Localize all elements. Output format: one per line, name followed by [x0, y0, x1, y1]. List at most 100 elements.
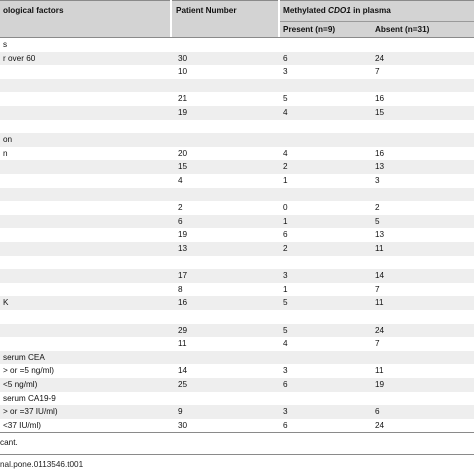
- table-row: [0, 310, 474, 324]
- cell-absent: 24: [375, 325, 385, 335]
- cell-patient-number: 2: [178, 203, 183, 213]
- cell-patient-number: 15: [178, 162, 188, 172]
- cell-patient-number: 20: [178, 148, 188, 158]
- cell-present: 4: [283, 339, 288, 349]
- header-separator: [278, 0, 280, 37]
- cell-present: 6: [283, 53, 288, 63]
- table-row: 19 4 15: [0, 106, 474, 120]
- table-row: K 16 5 11: [0, 296, 474, 310]
- cell-factor: n: [3, 148, 8, 158]
- cell-factor: s: [3, 40, 8, 49]
- cell-present: 4: [283, 108, 288, 117]
- cell-present: 3: [283, 407, 288, 417]
- header-separator: [170, 0, 172, 37]
- cell-patient-number: 16: [178, 298, 188, 308]
- cell-factor: r over 60: [3, 53, 36, 63]
- cell-patient-number: 10: [178, 67, 188, 77]
- cell-absent: 15: [375, 108, 385, 117]
- cell-present: 0: [283, 203, 288, 213]
- cell-present: 2: [283, 244, 288, 253]
- table-row: n 20 4 16: [0, 147, 474, 161]
- cell-patient-number: 14: [178, 366, 188, 376]
- table-row: [0, 256, 474, 270]
- cell-present: 1: [283, 216, 288, 226]
- header-absent: Absent (n=31): [375, 25, 430, 34]
- table-row: 4 1 3: [0, 174, 474, 188]
- cell-present: 4: [283, 148, 288, 158]
- table-row: 29 5 24: [0, 323, 474, 338]
- cell-factor: K: [3, 298, 9, 308]
- cell-patient-number: 19: [178, 230, 188, 240]
- table-row: <37 IU/ml) 30 6 24: [0, 419, 474, 433]
- cell-present: 6: [283, 420, 288, 430]
- cell-factor: serum CA19-9: [3, 393, 56, 403]
- table-header-row: [0, 0, 474, 23]
- cell-absent: 14: [375, 271, 385, 281]
- cell-factor: > or =37 IU/ml): [3, 407, 58, 417]
- cell-absent: 24: [375, 420, 385, 430]
- cell-absent: 11: [375, 366, 384, 376]
- cell-factor: > or =5 ng/ml): [3, 366, 54, 376]
- cell-absent: 7: [375, 284, 380, 294]
- header-present: Present (n=9): [283, 25, 336, 34]
- cell-absent: 11: [375, 298, 384, 308]
- cell-patient-number: 29: [178, 325, 188, 335]
- table-row: 21 5 16: [0, 92, 474, 106]
- cell-absent: 19: [375, 380, 385, 389]
- header-methylated: Methylated CDO1 in plasma: [283, 6, 391, 15]
- table-row: > or =5 ng/ml) 14 3 11: [0, 364, 474, 378]
- table-row: 10 3 7: [0, 65, 474, 79]
- header-methylated-prefix: Methylated: [283, 6, 329, 15]
- table-footnote: cant.: [0, 438, 18, 447]
- table-row: [0, 120, 474, 134]
- cell-factor: <37 IU/ml): [3, 420, 41, 430]
- cell-patient-number: 30: [178, 420, 188, 430]
- cell-patient-number: 6: [178, 216, 183, 226]
- header-factor: ological factors: [3, 6, 64, 15]
- table-row: 19 6 13: [0, 228, 474, 242]
- table-row: [0, 78, 474, 93]
- cell-absent: 3: [375, 176, 380, 185]
- cell-patient-number: 11: [178, 339, 187, 349]
- cell-absent: 2: [375, 203, 380, 213]
- table-row: 2 0 2: [0, 201, 474, 215]
- cell-patient-number: 30: [178, 53, 188, 63]
- table-row: <5 ng/ml) 25 6 19: [0, 378, 474, 392]
- cell-patient-number: 19: [178, 108, 188, 117]
- cell-present: 3: [283, 366, 288, 376]
- cell-factor: serum CEA: [3, 352, 45, 362]
- cell-absent: 24: [375, 53, 385, 63]
- cell-present: 5: [283, 325, 288, 335]
- header-subdivider: [280, 21, 474, 22]
- cell-patient-number: 13: [178, 244, 188, 253]
- footer-rule: [0, 454, 474, 455]
- cell-present: 5: [283, 298, 288, 308]
- cell-factor: <5 ng/ml): [3, 380, 38, 389]
- table-row: r over 60 30 6 24: [0, 51, 474, 66]
- cell-absent: 6: [375, 407, 380, 417]
- table-row: [0, 187, 474, 202]
- cell-absent: 16: [375, 94, 385, 104]
- cell-present: 6: [283, 230, 288, 240]
- cell-patient-number: 9: [178, 407, 183, 417]
- cell-absent: 16: [375, 148, 385, 158]
- cell-patient-number: 17: [178, 271, 188, 281]
- cell-present: 6: [283, 380, 288, 389]
- cell-absent: 13: [375, 230, 385, 240]
- cell-absent: 7: [375, 67, 380, 77]
- cell-factor: on: [3, 135, 13, 145]
- cell-patient-number: 8: [178, 284, 183, 294]
- table-row: 6 1 5: [0, 214, 474, 229]
- table-row: on: [0, 133, 474, 147]
- cell-absent: 11: [375, 244, 384, 253]
- table-row: > or =37 IU/ml) 9 3 6: [0, 405, 474, 419]
- cell-patient-number: 4: [178, 176, 183, 185]
- table-row: 13 2 11: [0, 242, 474, 256]
- table-row: s: [0, 38, 474, 52]
- cell-patient-number: 21: [178, 94, 188, 104]
- table-row: 11 4 7: [0, 337, 474, 351]
- cell-present: 3: [283, 271, 288, 281]
- cell-patient-number: 25: [178, 380, 188, 389]
- table-row: serum CEA: [0, 350, 474, 365]
- cell-absent: 7: [375, 339, 380, 349]
